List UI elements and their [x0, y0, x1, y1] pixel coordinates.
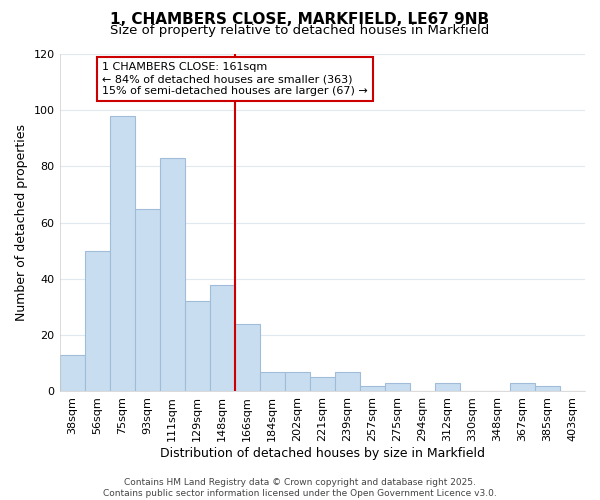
- Bar: [335, 372, 360, 392]
- X-axis label: Distribution of detached houses by size in Markfield: Distribution of detached houses by size …: [160, 447, 485, 460]
- Bar: [385, 383, 410, 392]
- Bar: [435, 383, 460, 392]
- Bar: [360, 386, 385, 392]
- Bar: [110, 116, 134, 392]
- Bar: [209, 284, 235, 392]
- Text: Contains HM Land Registry data © Crown copyright and database right 2025.
Contai: Contains HM Land Registry data © Crown c…: [103, 478, 497, 498]
- Bar: [235, 324, 260, 392]
- Bar: [285, 372, 310, 392]
- Text: Size of property relative to detached houses in Markfield: Size of property relative to detached ho…: [110, 24, 490, 37]
- Bar: [260, 372, 285, 392]
- Y-axis label: Number of detached properties: Number of detached properties: [15, 124, 28, 321]
- Text: 1 CHAMBERS CLOSE: 161sqm
← 84% of detached houses are smaller (363)
15% of semi-: 1 CHAMBERS CLOSE: 161sqm ← 84% of detach…: [102, 62, 368, 96]
- Bar: [310, 378, 335, 392]
- Bar: [85, 251, 110, 392]
- Bar: [160, 158, 185, 392]
- Bar: [185, 302, 209, 392]
- Bar: [535, 386, 560, 392]
- Text: 1, CHAMBERS CLOSE, MARKFIELD, LE67 9NB: 1, CHAMBERS CLOSE, MARKFIELD, LE67 9NB: [110, 12, 490, 28]
- Bar: [134, 208, 160, 392]
- Bar: [59, 355, 85, 392]
- Bar: [510, 383, 535, 392]
